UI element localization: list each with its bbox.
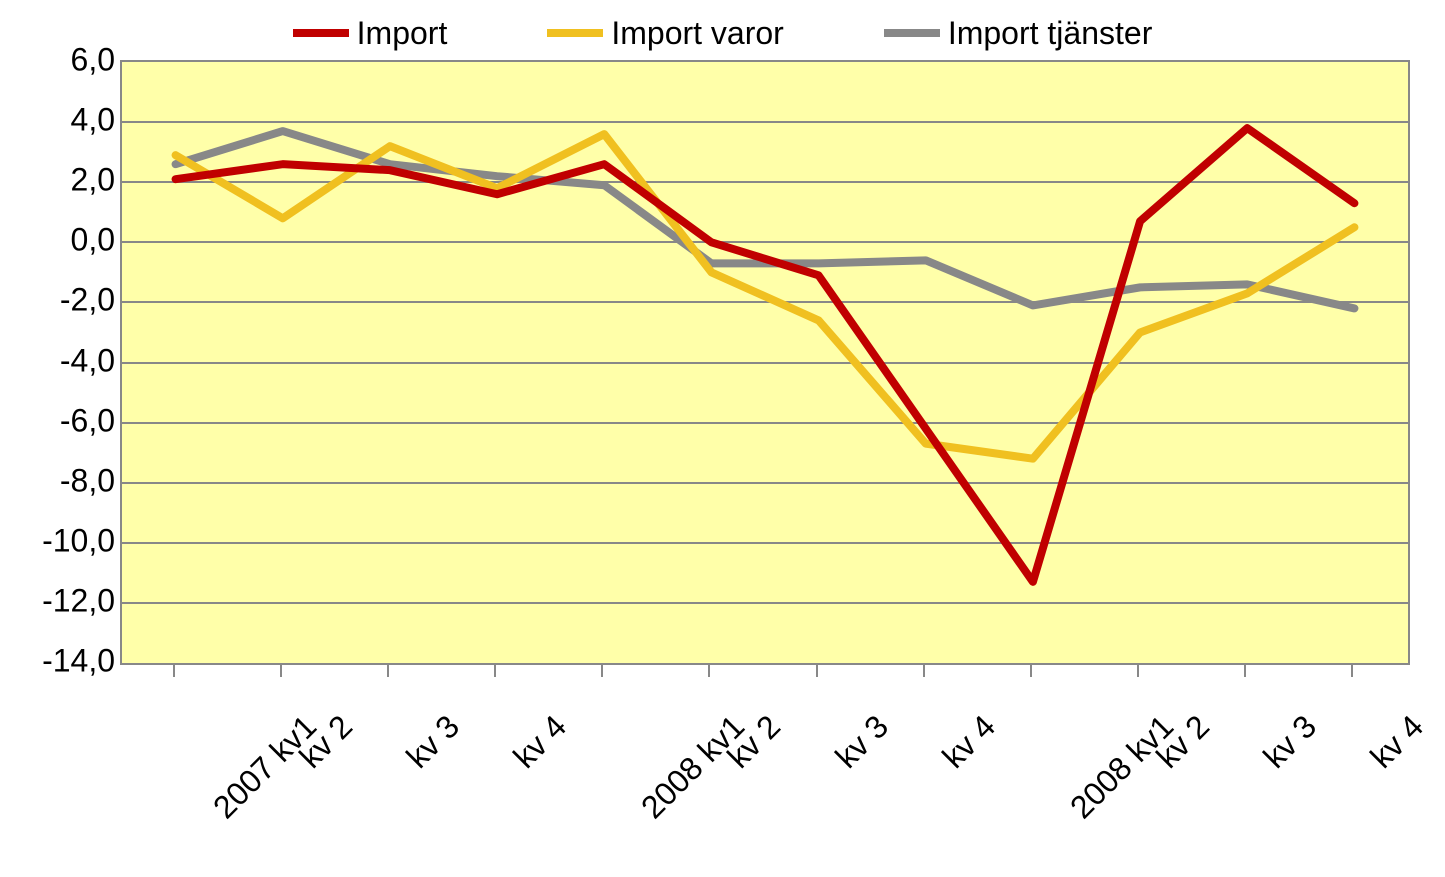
x-tick-mark [494, 665, 496, 677]
y-tick-label: -4,0 [15, 342, 115, 379]
x-tick-mark [1137, 665, 1139, 677]
y-tick-label: -14,0 [15, 643, 115, 680]
legend-item-import-varor: Import varor [547, 15, 783, 52]
series-line-import-tjänster [176, 131, 1355, 308]
legend-label: Import tjänster [948, 15, 1153, 52]
legend-label: Import varor [611, 15, 783, 52]
plot-area [120, 60, 1410, 665]
x-tick-label: kv 4 [1364, 708, 1432, 776]
y-tick-label: -6,0 [15, 402, 115, 439]
y-tick-label: 6,0 [15, 42, 115, 79]
x-tick-label: 2008 kv1 [634, 708, 752, 826]
x-tick-mark [1244, 665, 1246, 677]
chart-series-svg [122, 62, 1408, 663]
x-tick-mark [387, 665, 389, 677]
x-tick-mark [1030, 665, 1032, 677]
legend-swatch [884, 29, 940, 37]
y-tick-label: 4,0 [15, 102, 115, 139]
y-tick-label: -12,0 [15, 582, 115, 619]
chart-legend: Import Import varor Import tjänster [0, 8, 1445, 58]
x-tick-mark [601, 665, 603, 677]
y-tick-label: 0,0 [15, 222, 115, 259]
legend-swatch [547, 29, 603, 37]
series-line-import [176, 128, 1355, 582]
x-tick-mark [280, 665, 282, 677]
y-tick-label: -10,0 [15, 522, 115, 559]
x-tick-label: 2008 kv1 [1063, 708, 1181, 826]
line-chart: Import Import varor Import tjänster 6,0 4… [0, 0, 1445, 877]
y-tick-label: -8,0 [15, 462, 115, 499]
legend-label: Import [357, 15, 448, 52]
x-tick-label: kv 3 [1256, 708, 1324, 776]
series-line-import-varor [176, 134, 1355, 459]
x-tick-label: kv 3 [828, 708, 896, 776]
x-tick-mark [923, 665, 925, 677]
x-tick-mark [708, 665, 710, 677]
x-tick-mark [173, 665, 175, 677]
x-tick-label: 2007 kv1 [206, 708, 324, 826]
legend-swatch [293, 29, 349, 37]
y-tick-label: -2,0 [15, 282, 115, 319]
legend-item-import: Import [293, 15, 448, 52]
x-tick-mark [1351, 665, 1353, 677]
x-axis-ticks: 2007 kv1kv 2kv 3kv 42008 kv1kv 2kv 3kv 4… [120, 680, 1410, 860]
x-tick-label: kv 3 [399, 708, 467, 776]
legend-item-import-tjanster: Import tjänster [884, 15, 1153, 52]
x-tick-mark [816, 665, 818, 677]
x-tick-label: kv 4 [506, 708, 574, 776]
x-tick-label: kv 4 [935, 708, 1003, 776]
y-tick-label: 2,0 [15, 162, 115, 199]
